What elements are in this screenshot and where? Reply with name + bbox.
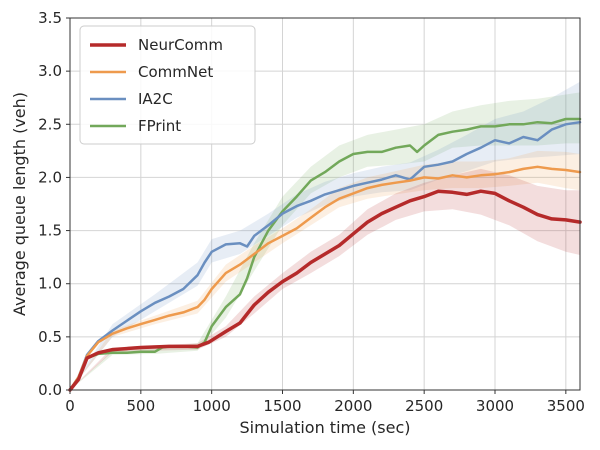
line-commnet (68, 165, 582, 392)
y-tick-label: 1.0 (38, 275, 62, 293)
y-tick-label: 3.0 (38, 62, 62, 80)
x-tick-label: 3500 (547, 397, 585, 415)
band-fprint (70, 92, 580, 391)
y-tick-label: 2.5 (38, 115, 62, 133)
x-tick-label: 500 (127, 397, 156, 415)
confidence-bands (70, 81, 580, 391)
legend-label-fprint: FPrint (138, 117, 181, 135)
x-tick-label: 1000 (193, 397, 231, 415)
x-tick-label: 2500 (405, 397, 443, 415)
band-ia2c (70, 81, 580, 391)
line-fprint (68, 117, 582, 392)
y-axis-ticks: 0.0 0.5 1.0 1.5 2.0 2.5 3.0 3.5 (38, 9, 70, 399)
y-axis-label: Average queue length (veh) (10, 92, 29, 316)
band-commnet (70, 150, 580, 390)
legend-label-ia2c: IA2C (138, 90, 173, 108)
plot-frame (69, 17, 581, 391)
line-ia2c (68, 120, 582, 392)
x-tick-label: 3000 (476, 397, 514, 415)
legend-label-neurcomm: NeurComm (138, 36, 223, 54)
y-tick-label: 0.5 (38, 328, 62, 346)
legend-label-commnet: CommNet (138, 63, 213, 81)
x-tick-label: 2000 (334, 397, 372, 415)
y-tick-label: 1.5 (38, 222, 62, 240)
band-neurcomm (70, 168, 580, 390)
x-axis-label: Simulation time (sec) (239, 418, 410, 437)
y-tick-label: 0.0 (38, 381, 62, 399)
x-tick-label: 1500 (263, 397, 301, 415)
y-tick-label: 3.5 (38, 9, 62, 27)
x-axis-ticks: 0 500 1000 1500 2000 2500 3000 3500 (65, 390, 585, 415)
y-tick-label: 2.0 (38, 168, 62, 186)
legend-box (79, 25, 256, 145)
legend: NeurComm CommNet IA2C FPrint (79, 25, 256, 145)
series-lines (68, 117, 582, 392)
x-tick-label: 0 (65, 397, 75, 415)
line-neurcomm (68, 189, 582, 392)
